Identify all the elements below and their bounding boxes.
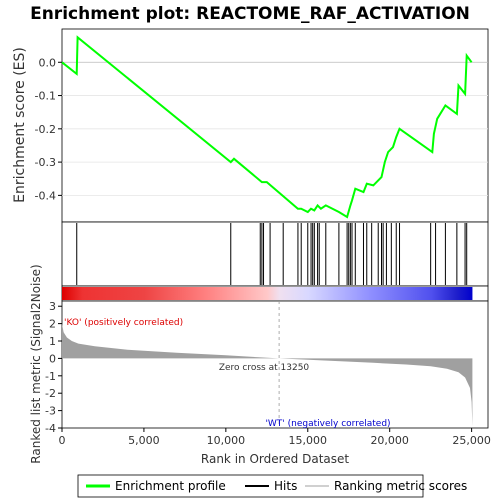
negative-correlation-label: 'WT' (negatively correlated) [265, 419, 390, 429]
es-y-tick-label: -0.1 [35, 90, 56, 103]
metric-y-ticks: 3 2 1 0 -1 -2 -3 -4 [45, 300, 62, 435]
positive-correlation-label: 'KO' (positively correlated) [64, 318, 183, 328]
ranked-metric-panel: 3 2 1 0 -1 -2 -3 -4 'KO' (positively correlated… [29, 264, 489, 464]
hit-ticks [76, 223, 468, 285]
x-tick-label: 20,000 [370, 434, 409, 447]
metric-ylabel: Ranked list metric (Signal2Noise) [29, 264, 43, 463]
es-panel-frame [61, 28, 489, 223]
es-panel: 0.0 -0.1 -0.2 -0.3 -0.4 Enrichment score (ES… [12, 28, 489, 223]
chart-title: Enrichment plot: REACTOME_RAF_ACTIVATION [30, 4, 470, 24]
metric-y-tick-label: 3 [49, 300, 56, 313]
zero-cross-label: Zero cross at 13250 [219, 363, 310, 373]
metric-y-tick-label: 0 [49, 352, 56, 365]
es-y-tick-label: 0.0 [39, 56, 57, 69]
enrichment-profile-line [61, 35, 473, 219]
es-y-tick-label: -0.2 [35, 123, 56, 136]
x-tick-label: 15,000 [289, 434, 328, 447]
legend-label: Ranking metric scores [334, 479, 467, 493]
metric-y-tick-label: -1 [45, 370, 56, 383]
legend-label: Hits [274, 479, 297, 493]
es-gridlines [62, 61, 488, 196]
metric-y-tick-label: 1 [49, 335, 56, 348]
x-tick-label: 5,000 [128, 434, 160, 447]
metric-y-tick-label: 2 [49, 318, 56, 331]
rank-colorbar [62, 287, 473, 300]
metric-y-tick-label: -3 [45, 405, 56, 418]
x-axis-label: Rank in Ordered Dataset [201, 452, 349, 466]
legend: Enrichment profile Hits Ranking metric sco… [77, 474, 467, 498]
es-ylabel: Enrichment score (ES) [12, 47, 28, 203]
x-ticks: 0 5,000 10,000 15,000 20,000 25,000 [59, 428, 491, 447]
es-y-tick-label: -0.3 [35, 156, 56, 169]
legend-label: Enrichment profile [115, 479, 226, 493]
metric-y-tick-label: -2 [45, 387, 56, 400]
x-tick-label: 10,000 [207, 434, 246, 447]
es-y-tick-label: -0.4 [35, 189, 56, 202]
hits-panel-frame [61, 221, 489, 287]
hits-panel [61, 221, 489, 287]
x-tick-label: 0 [59, 434, 66, 447]
es-y-ticks: 0.0 -0.1 -0.2 -0.3 -0.4 [35, 56, 62, 202]
metric-y-tick-label: -4 [45, 422, 56, 435]
x-tick-label: 25,000 [452, 434, 491, 447]
